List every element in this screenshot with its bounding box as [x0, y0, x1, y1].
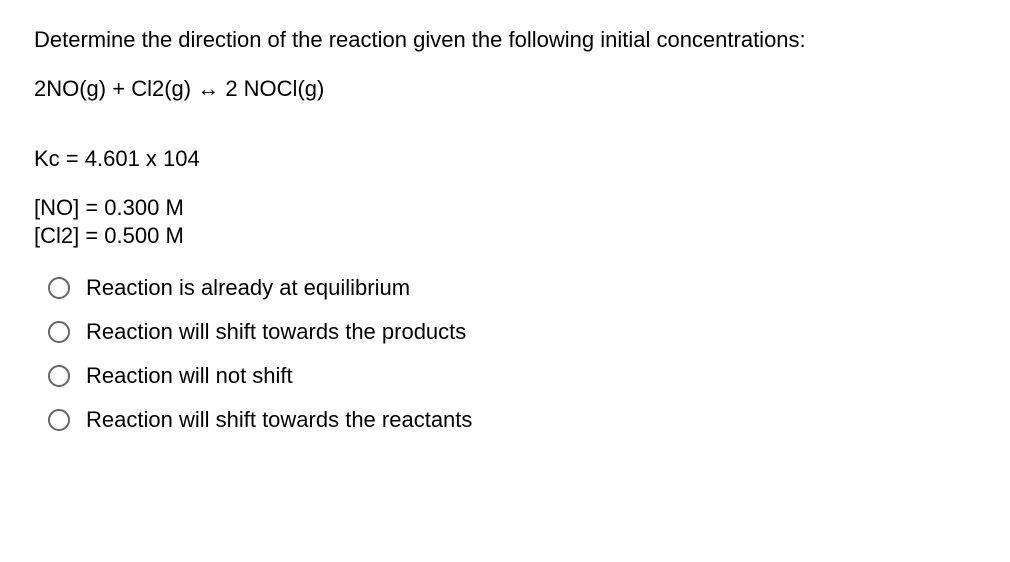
options-list: Reaction is already at equilibrium React…	[34, 275, 976, 433]
kc-value: Kc = 4.601 x 104	[34, 146, 976, 172]
conc-no: [NO] = 0.300 M	[34, 194, 976, 223]
option-row[interactable]: Reaction will shift towards the products	[48, 319, 976, 345]
radio-icon[interactable]	[48, 321, 70, 343]
radio-icon[interactable]	[48, 277, 70, 299]
option-row[interactable]: Reaction is already at equilibrium	[48, 275, 976, 301]
option-row[interactable]: Reaction will not shift	[48, 363, 976, 389]
question-container: Determine the direction of the reaction …	[0, 0, 1010, 475]
conc-cl2: [Cl2] = 0.500 M	[34, 222, 976, 251]
option-label: Reaction is already at equilibrium	[86, 275, 410, 301]
question-prompt: Determine the direction of the reaction …	[34, 24, 976, 56]
option-label: Reaction will shift towards the products	[86, 319, 466, 345]
radio-icon[interactable]	[48, 409, 70, 431]
option-row[interactable]: Reaction will shift towards the reactant…	[48, 407, 976, 433]
reaction-equation: 2NO(g) + Cl2(g) ↔ 2 NOCl(g)	[34, 76, 976, 102]
radio-icon[interactable]	[48, 365, 70, 387]
concentrations-block: [NO] = 0.300 M [Cl2] = 0.500 M	[34, 194, 976, 251]
option-label: Reaction will shift towards the reactant…	[86, 407, 472, 433]
option-label: Reaction will not shift	[86, 363, 293, 389]
